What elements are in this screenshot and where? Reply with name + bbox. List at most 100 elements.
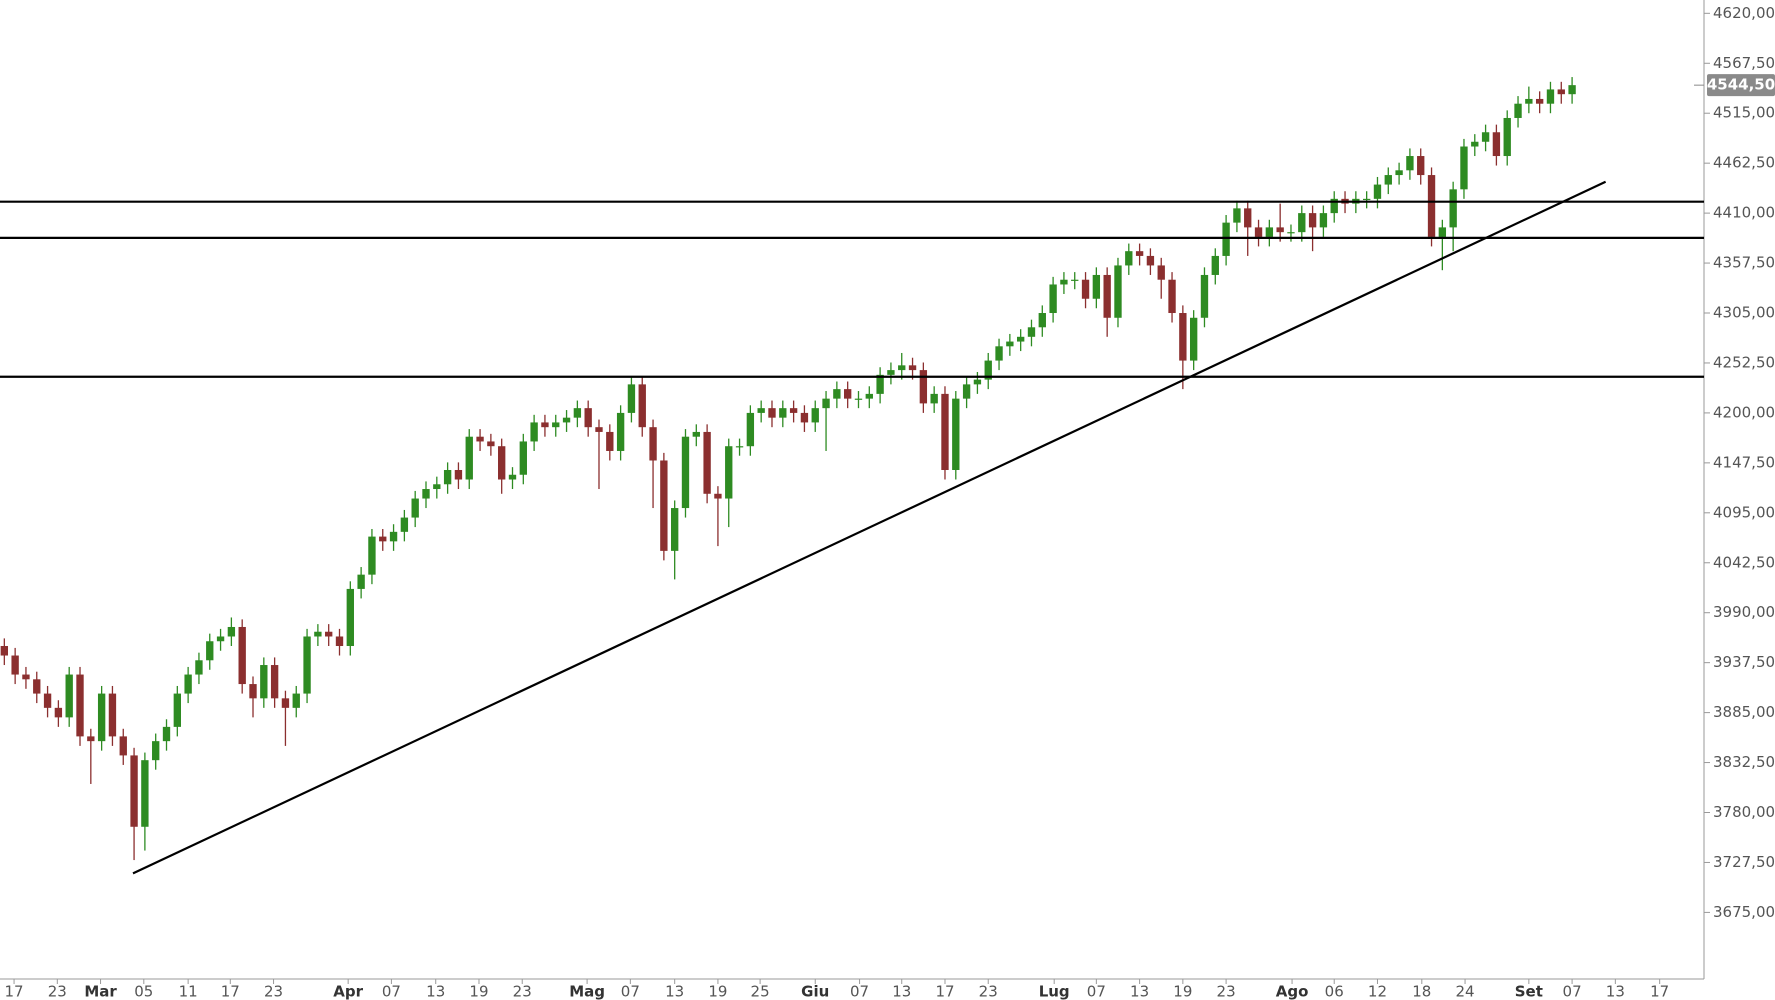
candle-body [1092, 274, 1101, 299]
candle-body [995, 346, 1003, 361]
candle-body [811, 408, 819, 423]
candle-body [508, 474, 517, 480]
x-tick-label: 24 [1456, 983, 1475, 1000]
candle-body [1525, 98, 1533, 104]
candle-body [292, 693, 300, 708]
candle-body [368, 536, 376, 575]
candle-body [1157, 265, 1165, 280]
candle-body [357, 574, 365, 589]
y-tick-label: 3675,00 [1713, 903, 1775, 921]
candle-body [498, 446, 506, 480]
candle-body [54, 707, 63, 718]
candle-body [703, 431, 711, 494]
candle-body [1481, 132, 1490, 142]
price-marker-box [1707, 74, 1775, 97]
candle-body [1319, 213, 1328, 228]
x-tick-label: 13 [1130, 983, 1149, 1000]
y-tick-label: 4305,00 [1713, 304, 1775, 322]
candle-body [303, 636, 311, 694]
candle-body [1287, 232, 1295, 234]
trend-line [132, 180, 1607, 875]
candle-body [660, 460, 668, 551]
candle-body [195, 660, 203, 675]
y-tick-label: 4095,00 [1713, 503, 1775, 521]
x-tick-label: Lug [1039, 983, 1070, 1000]
candle-body [1384, 175, 1392, 185]
x-tick-label: Mar [84, 983, 117, 1000]
candle-body [1071, 279, 1079, 281]
candle-body [562, 417, 571, 423]
candle-body [898, 365, 906, 371]
candle-body [141, 760, 149, 827]
x-tick-label: 23 [48, 983, 67, 1000]
candle-body [606, 431, 614, 451]
y-tick-label: 3832,50 [1713, 753, 1775, 771]
candle-body [1373, 184, 1382, 199]
candle-body [735, 446, 744, 448]
candle-body [11, 655, 19, 675]
candle-body [411, 498, 419, 518]
candle-body [1308, 213, 1317, 228]
candle-body [984, 360, 992, 380]
candle-body [1244, 208, 1252, 228]
candle-body [1254, 227, 1263, 237]
price-marker-label: 4544,50 [1707, 76, 1775, 94]
candle-body [1146, 255, 1155, 266]
y-tick-label: 3780,00 [1713, 803, 1775, 821]
x-tick-label: 13 [1606, 983, 1625, 1000]
x-tick-label: 23 [1217, 983, 1236, 1000]
candle-body [1006, 341, 1014, 347]
candle-body [681, 436, 690, 509]
x-tick-label: 17 [221, 983, 240, 1000]
candle-body [1276, 227, 1284, 233]
candle-body [1200, 274, 1209, 318]
y-tick-label: 4567,50 [1713, 54, 1775, 72]
x-tick-label: Mag [569, 983, 605, 1000]
x-tick-label: 19 [708, 983, 727, 1000]
candle-body [1081, 279, 1090, 299]
y-tick-label: 4620,00 [1713, 4, 1775, 22]
x-tick-label: Apr [333, 983, 363, 1000]
candle-body [1265, 227, 1274, 237]
candle-body [952, 398, 960, 470]
candle-body [1330, 198, 1338, 214]
candle-body [22, 674, 30, 680]
candle-body [162, 726, 171, 742]
candle-body [1460, 146, 1468, 190]
x-tick-label: 12 [1368, 983, 1387, 1000]
candle-body [389, 531, 398, 542]
candle-body [887, 370, 895, 375]
candle-body [1060, 279, 1068, 285]
y-tick-label: 4147,50 [1713, 453, 1775, 471]
x-tick-label: 19 [469, 983, 488, 1000]
candle-body [725, 446, 733, 499]
candle-body [1189, 317, 1198, 361]
candle-body [833, 389, 841, 399]
y-tick-label: 4410,00 [1713, 204, 1775, 222]
y-tick-label: 4252,50 [1713, 353, 1775, 371]
candle-body [1546, 89, 1555, 104]
candle-body [43, 693, 52, 708]
x-tick-label: 23 [264, 983, 283, 1000]
candle-body [519, 441, 527, 475]
candle-body [865, 393, 873, 399]
candle-body [1503, 117, 1511, 157]
candle-body [930, 393, 938, 404]
candle-body [876, 374, 884, 394]
candle-body [1492, 132, 1501, 157]
candle-body [1514, 103, 1522, 118]
candle-body [314, 631, 322, 637]
candle-body [1016, 336, 1025, 342]
candle-body [1417, 156, 1425, 176]
candle-body [119, 736, 127, 756]
candle-body [908, 365, 917, 371]
candle-body [97, 693, 106, 742]
candle-body [843, 389, 852, 399]
y-tick-label: 4515,00 [1713, 104, 1775, 122]
x-tick-label: 11 [179, 983, 198, 1000]
candle-body [1233, 208, 1241, 223]
candle-body [400, 517, 409, 532]
x-tick-label: 07 [382, 983, 401, 1000]
